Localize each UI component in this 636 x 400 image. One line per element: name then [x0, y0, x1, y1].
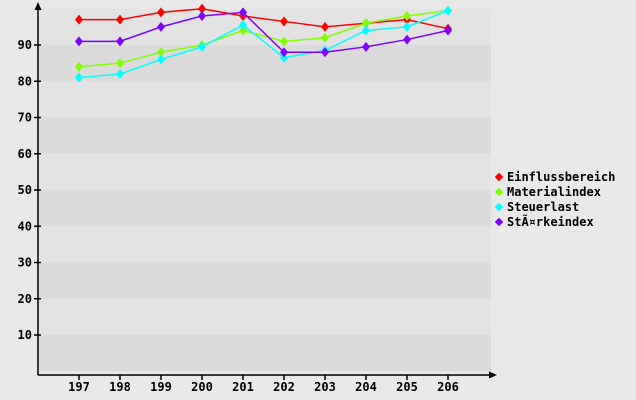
series-line [78, 9, 449, 79]
data-point-marker [157, 47, 165, 58]
x-tick-label: 204 [355, 380, 377, 394]
legend-label: Materialindex [507, 184, 601, 199]
legend-item: Materialindex [494, 184, 615, 199]
x-tick-label: 200 [191, 380, 213, 394]
y-tick-label: 20 [18, 292, 32, 306]
legend-label: StÃ¤rkeindex [507, 214, 594, 229]
data-point-marker [157, 7, 165, 18]
axis-labels: 10 20 30 40 50 60 70 80 90 197 198 199 200 201 202 203 2… [18, 38, 459, 394]
data-point-marker [280, 16, 288, 27]
y-tick-label: 30 [18, 256, 32, 270]
data-point-marker [198, 41, 206, 52]
y-tick-label: 60 [18, 147, 32, 161]
data-point-marker [116, 36, 124, 47]
data-point-marker [198, 3, 206, 14]
data-point-marker [321, 32, 329, 43]
data-point-marker [116, 14, 124, 25]
data-point-marker [198, 11, 206, 21]
data-point-marker [321, 47, 329, 58]
data-point-marker [280, 36, 288, 47]
series-line [78, 9, 449, 68]
axes [37, 9, 490, 376]
data-point-marker [116, 58, 124, 69]
y-tick-label: 90 [18, 38, 32, 52]
data-point-marker [280, 47, 288, 58]
data-point-marker [362, 18, 370, 29]
legend-item: Steuerlast [494, 199, 615, 214]
legend-label: Steuerlast [507, 199, 580, 214]
data-point-marker [239, 20, 247, 31]
data-point-marker [403, 21, 411, 32]
x-tick-label: 203 [314, 380, 336, 394]
data-point-marker [444, 25, 452, 36]
series-line [79, 7, 449, 30]
series-line [79, 11, 449, 53]
data-point-marker [362, 41, 370, 52]
data-point-marker [75, 36, 83, 47]
y-tick-label: 10 [18, 328, 32, 342]
y-tick-label: 80 [18, 74, 32, 88]
data-point-marker [75, 14, 83, 25]
x-tick-label: 201 [232, 380, 254, 394]
x-tick-label: 198 [109, 380, 131, 394]
plot-bands [39, 8, 491, 372]
legend-marker-icon [494, 202, 504, 211]
data-point-marker [157, 54, 165, 65]
chart-legend: Einflussbereich Materialindex Steuerlast St… [494, 169, 616, 229]
legend-item: Einflussbereich [494, 169, 616, 184]
y-axis-arrow-icon [34, 2, 42, 10]
data-point-marker [116, 69, 124, 79]
x-tick-label: 206 [437, 380, 459, 394]
data-point-marker [280, 52, 288, 63]
legend-marker-icon [494, 217, 504, 226]
data-point-marker [239, 7, 247, 18]
data-point-marker [239, 25, 247, 36]
axis-ticks [34, 44, 449, 380]
data-point-marker [444, 5, 452, 16]
legend-item: StÃ¤rkeindex [494, 214, 615, 229]
data-point-marker [321, 21, 329, 32]
legend-marker-icon [494, 172, 504, 181]
y-tick-label: 50 [18, 183, 32, 197]
legend-label: Einflussbereich [507, 169, 616, 184]
legend-marker-icon [494, 187, 504, 196]
data-point-marker [157, 21, 165, 32]
data-point-marker [75, 72, 83, 83]
y-tick-label: 70 [18, 111, 32, 125]
x-tick-label: 197 [68, 380, 90, 394]
x-tick-label: 205 [396, 380, 418, 394]
data-point-marker [403, 34, 411, 45]
data-point-marker [75, 61, 83, 72]
series-materialindex [75, 5, 452, 72]
data-point-marker [403, 11, 411, 21]
data-point-marker [362, 25, 370, 36]
x-axis-arrow-icon [489, 371, 497, 379]
series-st-rkeindex [75, 7, 452, 58]
y-tick-label: 40 [18, 219, 32, 233]
x-tick-label: 202 [273, 380, 295, 394]
x-tick-label: 199 [150, 380, 172, 394]
